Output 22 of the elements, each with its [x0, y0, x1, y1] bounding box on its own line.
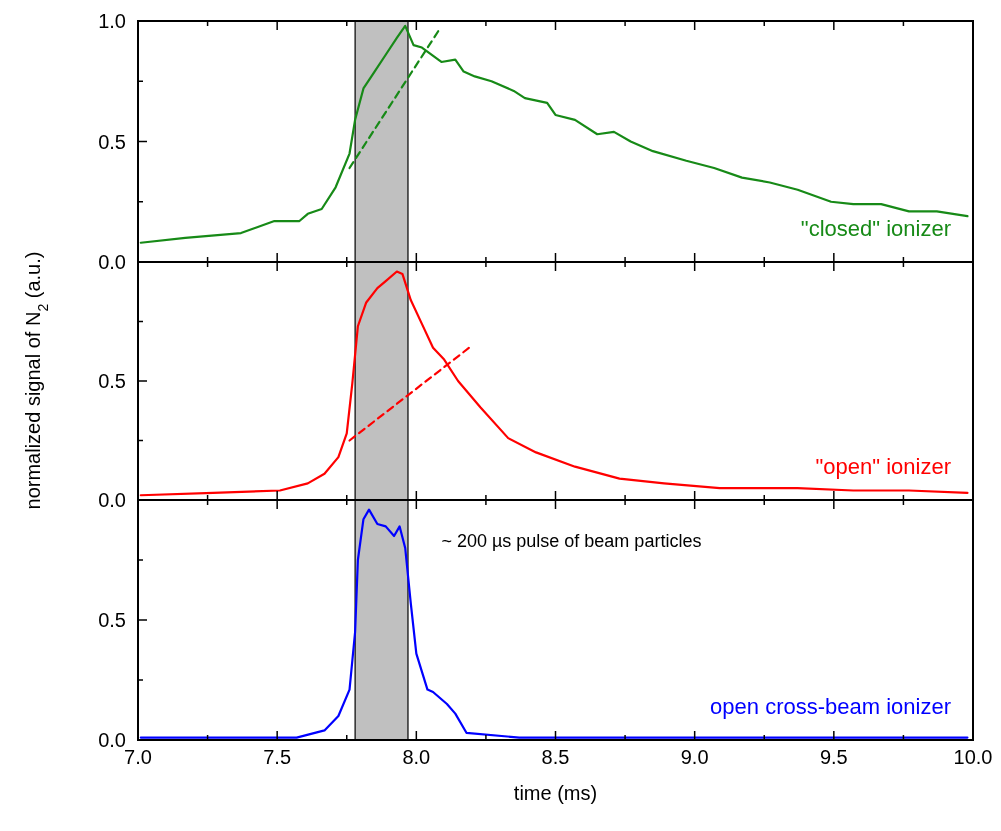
y-tick-label: 0.0	[98, 251, 126, 273]
y-tick-label: 0.0	[98, 489, 126, 511]
series-label: "open" ionizer	[815, 454, 951, 479]
x-tick-label: 8.0	[402, 746, 431, 768]
x-axis-title: time (ms)	[513, 782, 598, 804]
line-series	[139, 24, 969, 244]
series-label: "closed" ionizer	[800, 216, 951, 241]
x-tick-label: 8.5	[541, 746, 570, 768]
y-tick-label: 1.0	[98, 10, 126, 32]
x-tick-label: 10.0	[953, 746, 993, 768]
x-tick-label: 9.5	[819, 746, 848, 768]
y-tick-label: 0.5	[98, 370, 126, 392]
y-tick-label: 0.5	[98, 130, 126, 153]
series-label: open cross-beam ionizer	[710, 694, 951, 719]
x-tick-label: 7.0	[124, 746, 152, 768]
line-series	[139, 270, 969, 497]
line-series	[139, 508, 969, 739]
annotation: ~ 200 µs pulse of beam particles	[441, 531, 702, 551]
x-tick-label: 7.5	[263, 746, 292, 768]
x-tick-label: 9.0	[680, 746, 709, 768]
y-tick-label: 0.5	[98, 609, 126, 631]
y-tick-label: 0.0	[98, 729, 126, 751]
